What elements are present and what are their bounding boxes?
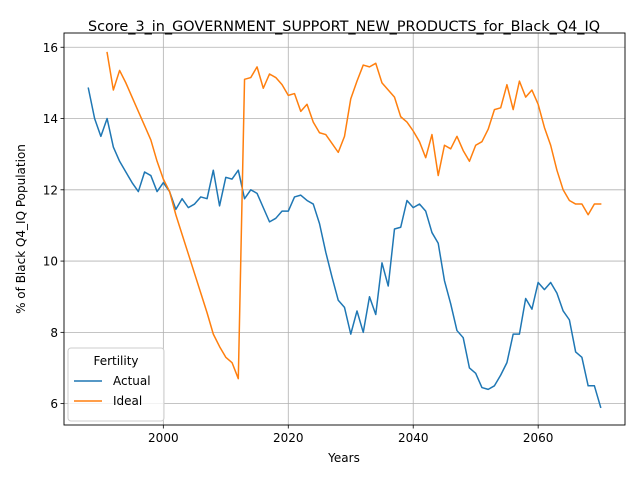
x-tick-label: 2040 xyxy=(398,431,429,445)
y-tick-label: 8 xyxy=(50,326,58,340)
y-tick-label: 6 xyxy=(50,397,58,411)
chart-title: Score_3_in_GOVERNMENT_SUPPORT_NEW_PRODUC… xyxy=(88,19,600,35)
y-tick-label: 12 xyxy=(43,183,58,197)
axis-ticks: 2000 2020 2040 2060 6 8 10 12 14 16 xyxy=(43,41,554,445)
series-layer xyxy=(87,51,602,409)
legend-box xyxy=(67,347,165,422)
y-tick-label: 16 xyxy=(43,41,58,55)
legend-label-ideal: Ideal xyxy=(113,394,142,408)
legend: Fertility Actual Ideal xyxy=(67,347,165,422)
x-tick-label: 2060 xyxy=(523,431,554,445)
y-axis-label: % of Black Q4_IQ Population xyxy=(14,144,28,314)
legend-title: Fertility xyxy=(93,354,138,368)
legend-label-actual: Actual xyxy=(113,374,151,388)
plot-frame xyxy=(63,32,626,426)
series-line-actual xyxy=(87,87,602,409)
y-tick-label: 10 xyxy=(43,255,58,269)
x-tick-label: 2020 xyxy=(273,431,304,445)
series-line-ideal xyxy=(106,51,602,380)
x-tick-label: 2000 xyxy=(148,431,179,445)
y-tick-label: 14 xyxy=(43,112,58,126)
x-axis-label: Years xyxy=(327,451,360,465)
